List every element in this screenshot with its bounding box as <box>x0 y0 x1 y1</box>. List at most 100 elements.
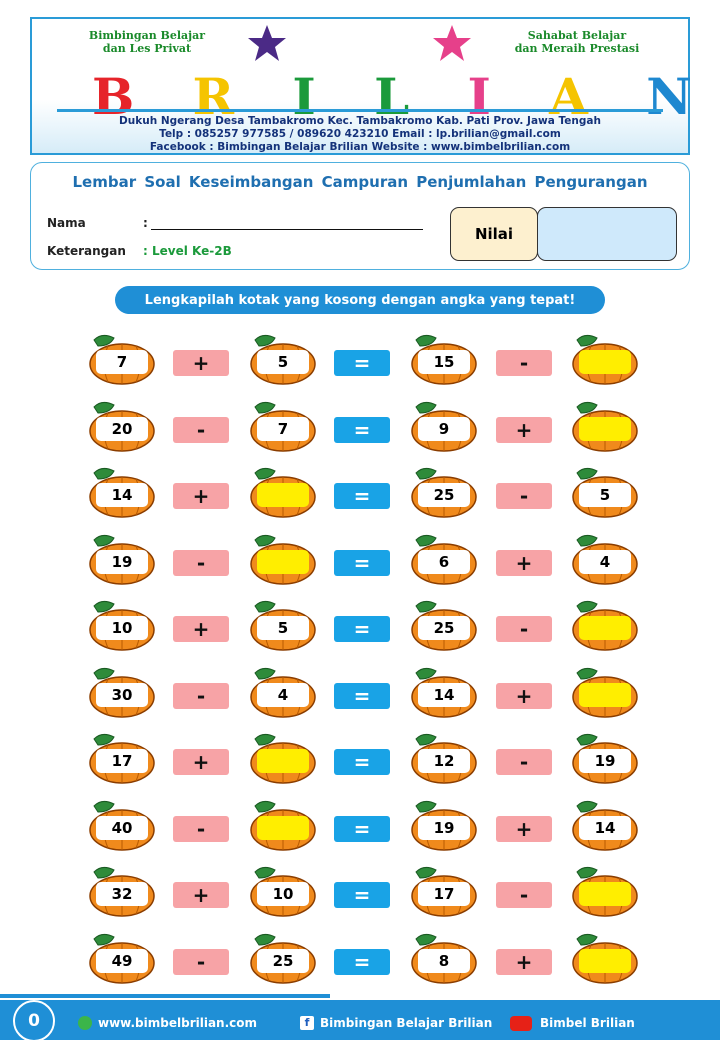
number: 20 <box>96 416 148 441</box>
address: Dukuh Ngerang Desa Tambakromo Kec. Tamba… <box>32 109 688 154</box>
pumpkin: 5 <box>249 598 317 652</box>
pumpkin: 40 <box>88 798 156 852</box>
name-line <box>151 229 423 230</box>
pumpkin: 10 <box>249 864 317 918</box>
operator: - <box>173 416 229 443</box>
number: 15 <box>418 350 470 374</box>
answer-box[interactable] <box>257 815 309 840</box>
header-left: Bimbingan Belajar <box>88 29 206 42</box>
number: 25 <box>418 616 470 640</box>
pumpkin: 5 <box>571 465 639 519</box>
answer-box[interactable] <box>579 882 631 906</box>
footer: 0 www.bimbelbrilian.com f Bimbingan Bela… <box>0 994 720 1040</box>
page-number: 0 <box>13 1000 55 1040</box>
operator: + <box>173 350 229 376</box>
star <box>248 25 286 61</box>
number: 7 <box>257 416 309 441</box>
logo-letter: A <box>549 67 588 126</box>
operator: + <box>496 815 552 842</box>
footer-facebook[interactable]: Bimbingan Belajar Brilian <box>320 1016 493 1030</box>
footer-youtube[interactable]: Bimbel Brilian <box>540 1016 635 1030</box>
number: 25 <box>257 948 309 973</box>
number: 4 <box>579 549 631 574</box>
equals: = <box>334 882 390 908</box>
equals: = <box>334 416 390 443</box>
sheet-info: Lembar Soal Keseimbangan Campuran Penjum… <box>30 162 690 270</box>
number: 49 <box>96 948 148 973</box>
answer-box[interactable] <box>257 483 309 507</box>
number: 19 <box>96 549 148 574</box>
name-label: Nama <box>47 216 86 230</box>
info-label: Keterangan <box>47 244 126 258</box>
number: 14 <box>418 682 470 707</box>
address-line: Telp : 085257 977585 / 089620 423210 Ema… <box>159 128 561 140</box>
answer-box[interactable] <box>579 682 631 707</box>
pumpkin: 20 <box>88 399 156 453</box>
pumpkin: 9 <box>410 399 478 453</box>
pumpkin: 4 <box>249 665 317 719</box>
equals: = <box>334 948 390 975</box>
answer-box[interactable] <box>579 350 631 374</box>
number: 19 <box>579 749 631 773</box>
score-box[interactable] <box>537 207 677 261</box>
operator: - <box>496 749 552 775</box>
pumpkin: 7 <box>88 332 156 386</box>
footer-website[interactable]: www.bimbelbrilian.com <box>98 1016 258 1030</box>
number: 12 <box>418 749 470 773</box>
number: 10 <box>96 616 148 640</box>
number: 4 <box>257 682 309 707</box>
number: 30 <box>96 682 148 707</box>
number: 5 <box>257 350 309 374</box>
operator: - <box>496 483 552 509</box>
answer-box[interactable] <box>579 416 631 441</box>
pumpkin: 25 <box>249 931 317 985</box>
operator: + <box>496 416 552 443</box>
logo-letter: L <box>374 67 410 126</box>
pumpkin: 5 <box>249 332 317 386</box>
number: 6 <box>418 549 470 574</box>
operator: - <box>496 350 552 376</box>
number: 10 <box>257 882 309 906</box>
pumpkin <box>571 665 639 719</box>
number: 5 <box>579 483 631 507</box>
header-right: dan Meraih Prestasi <box>514 42 640 55</box>
operator: + <box>496 549 552 576</box>
pumpkin: 17 <box>410 864 478 918</box>
pumpkin <box>571 864 639 918</box>
header-banner: Bimbingan Belajar dan Les Privat Sahabat … <box>30 17 692 155</box>
pumpkin: 30 <box>88 665 156 719</box>
number: 40 <box>96 815 148 840</box>
answer-box[interactable] <box>579 616 631 640</box>
number: 17 <box>96 749 148 773</box>
answer-box[interactable] <box>257 549 309 574</box>
number: 14 <box>579 815 631 840</box>
pumpkin <box>571 598 639 652</box>
answer-box[interactable] <box>257 749 309 773</box>
answer-box[interactable] <box>579 948 631 973</box>
pumpkin <box>571 399 639 453</box>
pumpkin: 12 <box>410 731 478 785</box>
pumpkin <box>249 798 317 852</box>
score-label: Nilai <box>450 207 538 261</box>
pumpkin: 49 <box>88 931 156 985</box>
equals: = <box>334 483 390 509</box>
number: 14 <box>96 483 148 507</box>
pumpkin: 7 <box>249 399 317 453</box>
pumpkin: 8 <box>410 931 478 985</box>
pumpkin: 19 <box>571 731 639 785</box>
star <box>433 25 471 61</box>
number: 17 <box>418 882 470 906</box>
number: 7 <box>96 350 148 374</box>
operator: + <box>496 682 552 709</box>
operator: + <box>173 749 229 775</box>
operator: - <box>173 815 229 842</box>
pumpkin: 14 <box>410 665 478 719</box>
header-left: dan Les Privat <box>102 42 192 55</box>
info-value: : Level Ke-2B <box>143 244 232 258</box>
equals: = <box>334 616 390 642</box>
pumpkin: 6 <box>410 532 478 586</box>
instruction: Lengkapilah kotak yang kosong dengan ang… <box>115 286 605 314</box>
pumpkin: 14 <box>88 465 156 519</box>
operator: + <box>496 948 552 975</box>
